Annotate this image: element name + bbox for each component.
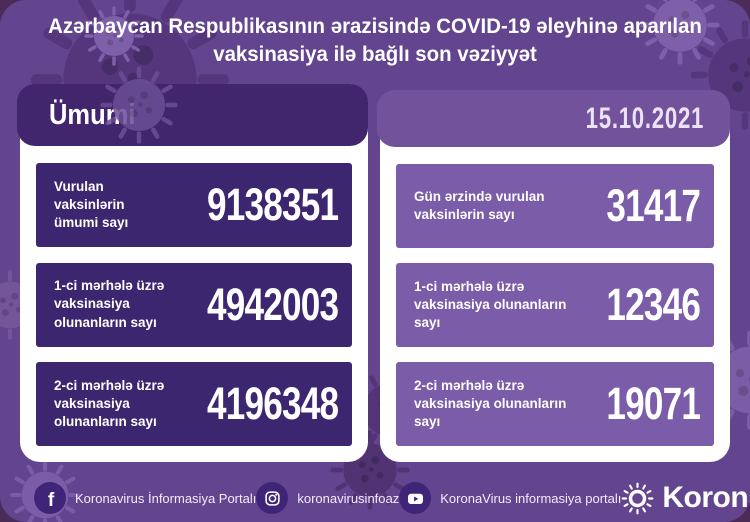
- stat-daily-vaccinations: Gün ərzində vurulan vaksinlərin sayı 314…: [396, 164, 714, 248]
- general-stats-panel: Ümumi Vurulan vaksinlərin ümumi sayı 913…: [17, 84, 368, 462]
- facebook-icon: f: [34, 482, 66, 514]
- report-date: 15.10.2021: [585, 101, 704, 135]
- facebook-link[interactable]: f Koronavirus İnformasiya Portalı: [34, 482, 256, 514]
- page-title: Azərbaycan Respublikasının ərazisində CO…: [19, 12, 732, 69]
- youtube-link[interactable]: KoronaVirus informasiya portalı: [399, 482, 621, 514]
- general-panel-header: Ümumi: [17, 84, 368, 146]
- stat-label: 1-ci mərhələ üzrə vaksinasiya olunanları…: [414, 278, 567, 331]
- stat-daily-second-dose: 2-ci mərhələ üzrə vaksinasiya olunanları…: [396, 362, 714, 446]
- stat-label: 2-ci mərhələ üzrə vaksinasiya olunanları…: [54, 377, 165, 430]
- logo-text: KoronaVirus: [662, 481, 750, 514]
- stat-total-vaccinations: Vurulan vaksinlərin ümumi sayı 9138351: [36, 163, 352, 247]
- stat-value: 19071: [606, 378, 700, 429]
- stat-label: 1-ci mərhələ üzrə vaksinasiya olunanları…: [54, 278, 165, 330]
- virus-logo-icon: [621, 482, 654, 514]
- instagram-label: koronavirusinfoaz: [297, 490, 400, 506]
- stat-daily-first-dose: 1-ci mərhələ üzrə vaksinasiya olunanları…: [396, 263, 714, 347]
- page-title-line1: Azərbaycan Respublikasının ərazisində CO…: [48, 14, 702, 38]
- daily-panel-header: 15.10.2021: [377, 90, 730, 147]
- stat-value: 12346: [606, 279, 700, 330]
- footer: f Koronavirus İnformasiya Portalı korona…: [0, 476, 750, 520]
- koronavirus-logo: KoronaVirus info: [621, 481, 750, 515]
- stat-value: 9138351: [206, 179, 339, 230]
- general-panel-body: Vurulan vaksinlərin ümumi sayı 9138351 1…: [36, 163, 352, 446]
- page-title-line2: vaksinasiya ilə bağlı son vəziyyət: [213, 42, 537, 67]
- stat-total-second-dose: 2-ci mərhələ üzrə vaksinasiya olunanları…: [36, 362, 352, 446]
- stat-total-first-dose: 1-ci mərhələ üzrə vaksinasiya olunanları…: [36, 262, 352, 347]
- instagram-link[interactable]: koronavirusinfoaz: [256, 482, 399, 514]
- stat-label: Gün ərzində vurulan vaksinlərin sayı: [414, 188, 545, 222]
- virus-decoration-icon: [100, 66, 178, 144]
- stat-value: 4942003: [206, 278, 339, 330]
- daily-panel-body: Gün ərzində vurulan vaksinlərin sayı 314…: [396, 164, 714, 446]
- stat-value: 4196348: [206, 378, 339, 429]
- daily-stats-panel: 15.10.2021 Gün ərzində vurulan vaksinlər…: [377, 90, 730, 462]
- stat-value: 31417: [606, 180, 700, 231]
- instagram-icon: [256, 482, 289, 514]
- stat-label: 2-ci mərhələ üzrə vaksinasiya olunanları…: [414, 377, 567, 430]
- youtube-label: KoronaVirus informasiya portalı: [440, 490, 622, 506]
- facebook-label: Koronavirus İnformasiya Portalı: [75, 490, 257, 506]
- stat-label: Vurulan vaksinlərin ümumi sayı: [54, 178, 129, 231]
- youtube-icon: [399, 482, 432, 514]
